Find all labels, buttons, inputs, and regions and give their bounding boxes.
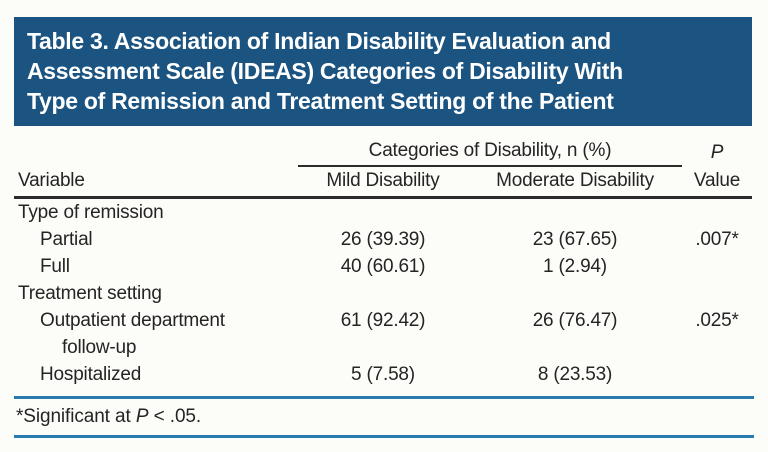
table-title-line-1: Table 3. Association of Indian Disabilit… [27,28,611,54]
row-label: Treatment setting [18,283,162,304]
mild-value: 26 (39.39) [340,229,426,250]
row-label: Full [40,256,70,277]
footnote-p-symbol: P [135,406,149,427]
variable-column-header: Variable [18,170,85,191]
p-value: .025* [695,310,739,331]
row-label: Hospitalized [40,364,142,385]
table-header: Categories of Disability, n (%) P Variab… [14,138,752,199]
table-body: Type of remission Partial 26 (39.39) 23 … [14,199,752,388]
table-row-hospitalized: Hospitalized 5 (7.58) 8 (23.53) [14,361,752,388]
row-label: Partial [40,229,93,250]
moderate-value: 23 (67.65) [532,229,618,250]
mild-value: 40 (60.61) [340,256,426,277]
table-row-treatment-setting: Treatment setting [14,280,752,307]
group-header-label: Categories of Disability, n (%) [298,140,682,167]
footnote: *Significant at P < .05. [16,406,201,428]
table-row-partial: Partial 26 (39.39) 23 (67.65) .007* [14,226,752,253]
moderate-value: 26 (76.47) [532,310,618,331]
row-label: Outpatient department [40,310,225,331]
footnote-prefix: *Significant at [16,406,136,427]
table-row-outpatient-department: Outpatient department 61 (92.42) 26 (76.… [14,307,752,334]
data-table: Categories of Disability, n (%) P Variab… [14,138,752,388]
mild-value: 61 (92.42) [340,310,426,331]
moderate-value: 8 (23.53) [537,364,613,385]
moderate-value: 1 (2.94) [543,256,607,277]
footnote-suffix: < .05. [148,406,202,427]
p-column-header-line1: P [710,142,724,163]
footnote-bottom-rule [14,435,754,438]
table-row-full: Full 40 (60.61) 1 (2.94) [14,253,752,280]
table-title-banner: Table 3. Association of Indian Disabilit… [14,17,752,126]
column-header-row: Variable Mild Disability Moderate Disabi… [14,167,752,196]
mild-column-header: Mild Disability [326,170,440,191]
row-label: follow-up [62,337,137,358]
moderate-column-header: Moderate Disability [496,170,654,191]
group-header-row: Categories of Disability, n (%) P [14,138,752,167]
table-row-follow-up: follow-up [14,334,752,361]
table-row-type-of-remission: Type of remission [14,199,752,226]
row-label: Type of remission [18,202,164,223]
footnote-top-rule [14,396,754,399]
mild-value: 5 (7.58) [351,364,415,385]
table-title-line-3: Type of Remission and Treatment Setting … [27,88,614,114]
table-title-line-2: Assessment Scale (IDEAS) Categories of D… [27,58,623,84]
p-value: .007* [695,229,739,250]
p-column-header-line2: Value [693,170,741,191]
